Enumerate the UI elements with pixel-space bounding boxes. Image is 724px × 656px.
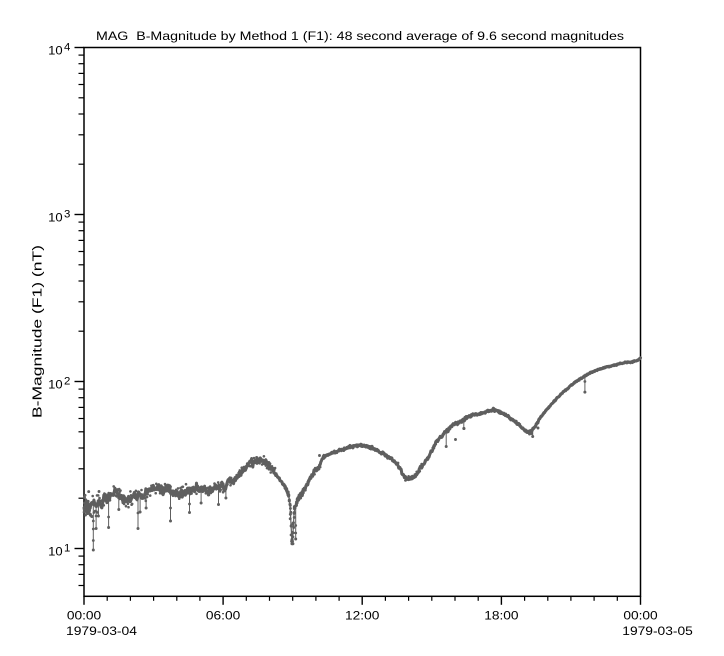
svg-text:10: 10 [48, 211, 63, 225]
svg-text:2: 2 [64, 376, 70, 388]
svg-text:1979-03-04: 1979-03-04 [66, 624, 137, 638]
svg-text:4: 4 [64, 42, 70, 54]
svg-text:00:00: 00:00 [623, 609, 657, 623]
svg-text:18:00: 18:00 [484, 609, 518, 623]
svg-text:10: 10 [48, 545, 63, 559]
svg-text:3: 3 [64, 209, 70, 221]
svg-text:1: 1 [64, 543, 70, 555]
svg-text:10: 10 [48, 44, 63, 58]
svg-text:12:00: 12:00 [345, 609, 379, 623]
svg-text:10: 10 [48, 378, 63, 392]
svg-text:B-Magnitude (F1) (nT): B-Magnitude (F1) (nT) [30, 245, 45, 418]
svg-text:1979-03-05: 1979-03-05 [622, 624, 693, 638]
svg-text:06:00: 06:00 [206, 609, 240, 623]
svg-text:00:00: 00:00 [67, 609, 101, 623]
svg-text:MAG B-Magnitude by Method 1 (: MAG B-Magnitude by Method 1 (F1): 48 sec… [96, 29, 624, 43]
